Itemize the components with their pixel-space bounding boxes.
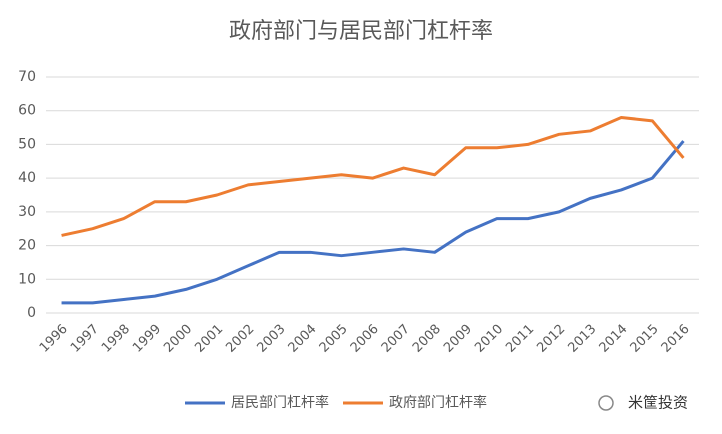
y-tick-label: 60 <box>18 103 36 119</box>
watermark: 米筐投资 <box>628 394 688 412</box>
y-tick-label: 30 <box>18 204 36 220</box>
y-tick-label: 50 <box>18 136 36 152</box>
series-line <box>61 115 685 237</box>
y-tick-label: 40 <box>18 170 36 186</box>
chart-title: 政府部门与居民部门杠杆率 <box>229 19 493 44</box>
y-tick-label: 20 <box>18 238 36 254</box>
y-tick-label: 10 <box>18 271 36 287</box>
legend-label: 居民部门杠杆率 <box>231 394 329 411</box>
y-tick-label: 0 <box>27 305 36 321</box>
watermark-icon <box>598 395 614 411</box>
series-line <box>61 140 685 305</box>
y-tick-label: 70 <box>18 69 36 85</box>
legend-label: 政府部门杠杆率 <box>389 394 487 411</box>
